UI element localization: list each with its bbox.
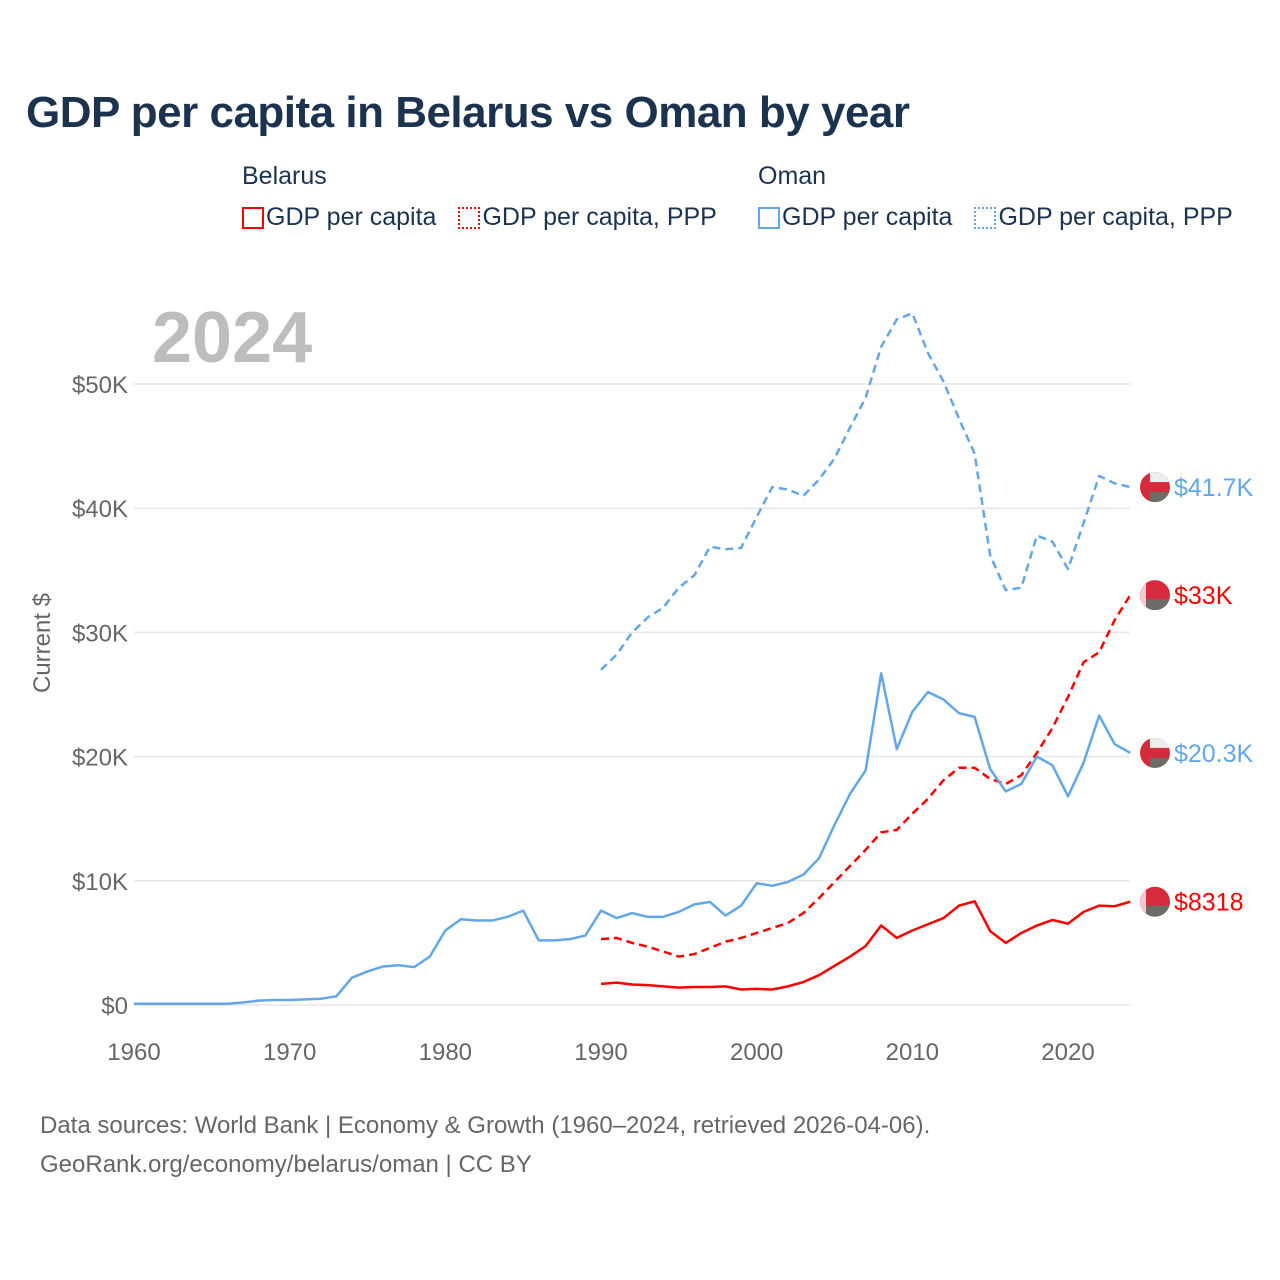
x-tick-label: 1980: [419, 1039, 472, 1066]
legend-item[interactable]: GDP per capita: [242, 203, 436, 232]
x-tick-label: 1960: [107, 1039, 160, 1066]
legend-item[interactable]: GDP per capita, PPP: [458, 203, 717, 232]
source-link[interactable]: GeoRank.org/economy/belarus/oman | CC BY: [40, 1151, 532, 1178]
series-line-oman-gdp-per-capita: [134, 672, 1131, 1006]
legend-item[interactable]: GDP per capita: [758, 203, 952, 232]
legend-item[interactable]: GDP per capita, PPP: [974, 203, 1233, 232]
y-tick-label: $20K: [72, 745, 128, 772]
y-tick-label: $40K: [72, 496, 128, 523]
y-tick-label: $0: [101, 993, 128, 1020]
year-watermark: 2024: [152, 298, 312, 378]
series-line-belarus-gdp-per-capita: [600, 900, 1131, 991]
y-axis-label: Current $: [29, 593, 56, 693]
end-value-label: $20.3K: [1174, 740, 1254, 768]
y-tick-label: $50K: [72, 372, 128, 399]
x-tick-label: 2020: [1041, 1039, 1094, 1066]
end-value-label: $8318: [1174, 889, 1244, 917]
series-line-belarus-gdp-per-capita-ppp: [600, 594, 1132, 958]
belarus-flag-icon: [1140, 580, 1170, 611]
end-value-label: $41.7K: [1174, 474, 1254, 502]
oman-flag-icon: [1140, 472, 1170, 503]
legend-belarus: Belarus GDP per capita GDP per capita, P…: [242, 162, 733, 232]
end-value-label: $33K: [1174, 582, 1233, 610]
legend-label: GDP per capita, PPP: [482, 203, 717, 231]
legend-label: GDP per capita, PPP: [998, 203, 1233, 231]
belarus-flag-icon: [1140, 886, 1170, 917]
x-tick-label: 2000: [730, 1039, 783, 1066]
legend-country-label: Oman: [758, 162, 827, 190]
dotted-swatch-icon: [458, 206, 481, 229]
solid-swatch-icon: [758, 206, 780, 229]
legend-country-label: Belarus: [242, 162, 327, 190]
x-tick-label: 2010: [886, 1039, 939, 1066]
solid-swatch-icon: [242, 206, 264, 229]
dotted-swatch-icon: [974, 206, 997, 229]
y-tick-label: $10K: [72, 869, 128, 896]
y-tick-label: $30K: [72, 620, 128, 647]
series-line-oman-gdp-per-capita-ppp: [600, 311, 1131, 671]
chart-title: GDP per capita in Belarus vs Oman by yea…: [26, 88, 910, 137]
x-tick-label: 1970: [263, 1039, 316, 1066]
legend-label: GDP per capita: [782, 203, 953, 231]
footer: Data sources: World Bank | Economy & Gro…: [40, 1106, 930, 1184]
legend-oman: Oman GDP per capita GDP per capita, PPP: [758, 162, 1249, 232]
x-tick-label: 1990: [574, 1039, 627, 1066]
oman-flag-icon: [1140, 737, 1170, 768]
legend-label: GDP per capita: [266, 203, 437, 231]
data-source-text: Data sources: World Bank | Economy & Gro…: [40, 1112, 931, 1139]
